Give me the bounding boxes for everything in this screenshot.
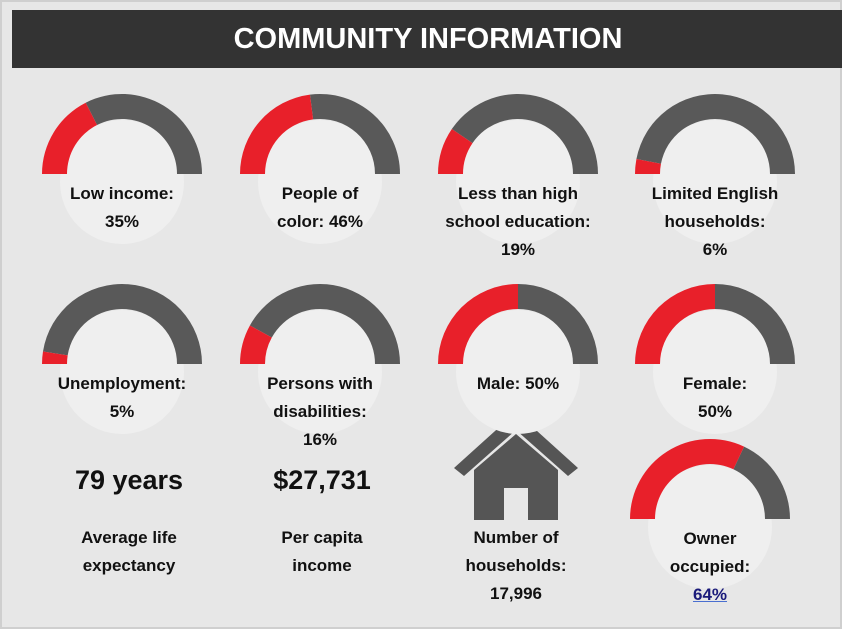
gauge-percent: 5% <box>109 402 135 421</box>
gauge-track <box>518 284 598 364</box>
households-label: Number of households: 17,996 <box>446 524 586 608</box>
gauge-name: Persons with disabilities: <box>267 374 373 421</box>
gauge-label: Persons with disabilities: 16% <box>235 370 405 454</box>
gauge-backdrop <box>258 120 382 244</box>
gauge-value <box>240 325 272 364</box>
gauge-backdrop <box>653 120 777 244</box>
stat-value: 79 years <box>74 465 184 495</box>
households-name: Number of households: <box>465 528 567 575</box>
title: COMMUNITY INFORMATION <box>233 22 623 55</box>
stat-label: Per capita income <box>281 528 363 575</box>
gauge-value <box>42 351 68 364</box>
gauge-track <box>451 93 598 174</box>
gauge-percent: 46% <box>328 212 363 231</box>
gauge-name: Owner occupied: <box>669 529 751 576</box>
gauge-backdrop <box>60 120 184 244</box>
gauge-name: People of color: <box>277 184 359 231</box>
gauge-label: Female: 50% <box>630 370 800 426</box>
gauge-label: Owner occupied: 64% <box>645 525 775 609</box>
gauge-name: Unemployment: <box>57 374 187 393</box>
gauge-track <box>715 284 795 364</box>
gauge-track <box>636 93 795 174</box>
gauge-label: Unemployment: 5% <box>37 370 207 426</box>
gauge-label: Male: 50% <box>433 370 603 398</box>
gauge-track <box>42 284 203 364</box>
gauge-percent: 16% <box>302 430 338 449</box>
gauge-name: Female: <box>682 374 748 393</box>
stat-value: $27,731 <box>273 465 371 495</box>
gauge-name: Low income: <box>70 184 174 203</box>
gauge-value <box>438 284 518 364</box>
gauge-value <box>42 102 98 174</box>
gauge-percent: 64% <box>692 585 728 604</box>
gauge-backdrop <box>456 120 580 244</box>
gauge-name: Less than high school education: <box>445 184 591 231</box>
gauge-track <box>249 284 400 364</box>
gauge-percent: 19% <box>500 240 536 259</box>
header: COMMUNITY INFORMATION <box>12 10 842 68</box>
gauge-backdrop <box>258 310 382 434</box>
gauge-track <box>733 446 790 519</box>
stat-label: Average life expectancy <box>81 528 177 575</box>
gauge-percent: 35% <box>104 212 140 231</box>
gauge-label: Limited English households: 6% <box>633 180 798 264</box>
gauge-backdrop <box>648 465 772 589</box>
gauge-name: Male: <box>476 374 521 393</box>
gauge-backdrop <box>60 310 184 434</box>
gauge-track <box>309 94 400 174</box>
gauge-value <box>635 284 715 364</box>
gauge-name: Limited English households: <box>651 184 779 231</box>
gauge-percent: 6% <box>702 240 728 259</box>
gauge-backdrop <box>653 310 777 434</box>
gauge-value <box>438 129 473 174</box>
gauge-backdrop <box>456 310 580 434</box>
gauge-value <box>635 159 661 174</box>
households-value: 17,996 <box>490 584 542 603</box>
gauge-value <box>240 94 314 174</box>
gauge-label: People of color: 46% <box>263 180 378 236</box>
gauge-percent: 50% <box>697 402 733 421</box>
gauge-label: Less than high school education: 19% <box>436 180 601 264</box>
gauge-percent: 50% <box>525 374 560 393</box>
gauge-label: Low income: 35% <box>52 180 192 236</box>
gauge-track <box>85 94 202 174</box>
gauge-value <box>629 438 745 519</box>
